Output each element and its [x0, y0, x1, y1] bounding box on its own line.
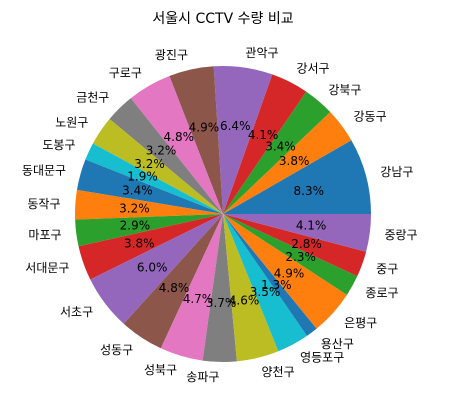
pie-slice: [78, 214, 223, 280]
pie-slice: [130, 76, 223, 215]
pie-slice: [223, 91, 331, 214]
pie-slice: [223, 214, 371, 252]
slice-percent-label: 6.4%: [220, 119, 251, 133]
pie-slice: [223, 214, 358, 295]
slice-category-label: 영등포구: [300, 350, 344, 364]
slice-category-label: 마포구: [28, 228, 61, 242]
slice-category-label: 구로구: [109, 66, 142, 80]
slice-category-label: 중구: [376, 262, 398, 276]
slice-percent-label: 4.8%: [159, 281, 190, 295]
slice-category-label: 동대문구: [22, 164, 66, 178]
slice-percent-label: 4.1%: [296, 218, 327, 232]
slice-percent-label: 8.3%: [294, 184, 325, 198]
slice-category-label: 중랑구: [384, 228, 417, 242]
pie-slice: [90, 214, 224, 324]
slice-category-label: 금천구: [76, 89, 109, 104]
slice-category-label: 서초구: [60, 305, 93, 319]
slice-percent-label: 2.3%: [285, 250, 316, 264]
slice-percent-label: 1.3%: [261, 278, 292, 292]
pie-slice: [75, 189, 223, 220]
slice-percent-label: 6.0%: [137, 261, 168, 275]
slice-category-label: 양천구: [262, 364, 295, 379]
slice-percent-label: 3.2%: [134, 157, 165, 171]
pie-slice: [223, 214, 347, 329]
slice-category-label: 성북구: [144, 363, 177, 377]
slice-percent-label: 3.2%: [119, 201, 150, 215]
slice-percent-label: 3.5%: [250, 285, 281, 299]
slice-percent-label: 2.9%: [120, 218, 151, 232]
slice-percent-label: 1.9%: [127, 169, 158, 183]
slice-percent-label: 4.9%: [189, 120, 220, 134]
slice-percent-label: 3.4%: [122, 183, 153, 197]
slice-percent-label: 2.8%: [291, 237, 322, 251]
pie-slice: [213, 66, 273, 214]
slice-percent-label: 4.8%: [164, 130, 195, 144]
pie-slice: [223, 140, 371, 214]
slice-labels: 강남구 강동구 강북구 강서구 관악구 광진구구로구금천구노원구도봉구동대문구동작구마포구…: [22, 46, 418, 384]
slice-category-label: 노원구: [55, 115, 88, 129]
pie-slice: [75, 214, 223, 247]
pie-slice: [169, 66, 223, 214]
slice-percent-label: 4.6%: [229, 293, 260, 307]
pie-slice: [160, 214, 223, 361]
pie-slice: [223, 214, 307, 352]
slice-category-label: 종로구: [365, 286, 398, 300]
pie-slice: [76, 159, 223, 214]
slice-category-label: 강남구: [380, 165, 413, 179]
slice-category-label: 강동구: [353, 110, 386, 124]
percent-labels: 8.3%3.8%3.4%4.1%6.4%4.9%4.8%3.2%3.2%1.9%…: [119, 119, 326, 310]
slice-percent-label: 3.4%: [265, 139, 296, 153]
slice-percent-label: 3.8%: [124, 237, 155, 251]
slice-percent-label: 4.9%: [274, 266, 305, 280]
pie-slice: [223, 214, 279, 362]
slice-category-label: 관악구: [245, 46, 278, 60]
slice-percent-label: 3.7%: [206, 296, 237, 310]
pie-slice: [92, 118, 224, 214]
pie-slice: [123, 214, 223, 349]
slice-category-label: 송파구: [186, 370, 219, 384]
pie-slice: [223, 74, 307, 214]
pie-slices: [75, 66, 371, 362]
slice-category-label: 강북구: [328, 83, 361, 97]
pie-slice: [223, 214, 317, 336]
pie-slice: [109, 98, 223, 214]
slice-category-label: 용산구: [321, 337, 354, 351]
pie-slice: [202, 214, 237, 362]
slice-category-label: 동작구: [27, 197, 60, 211]
slice-category-label: 강서구: [296, 62, 329, 76]
slice-category-label: 광진구: [155, 48, 188, 62]
pie-slice: [223, 112, 352, 214]
slice-category-label: 은평구: [344, 316, 377, 330]
slice-percent-label: 4.1%: [248, 128, 279, 142]
slice-percent-label: 4.7%: [183, 292, 214, 306]
slice-percent-label: 3.2%: [146, 143, 177, 157]
chart-title: 서울시 CCTV 수량 비교: [152, 11, 293, 27]
pie-slice: [85, 143, 223, 214]
slice-category-label: 성동구: [100, 343, 133, 357]
slice-percent-label: 3.8%: [279, 154, 310, 168]
slice-category-label: 도봉구: [42, 138, 75, 152]
pie-slice: [223, 214, 367, 277]
slice-category-label: 서대문구: [25, 261, 69, 275]
